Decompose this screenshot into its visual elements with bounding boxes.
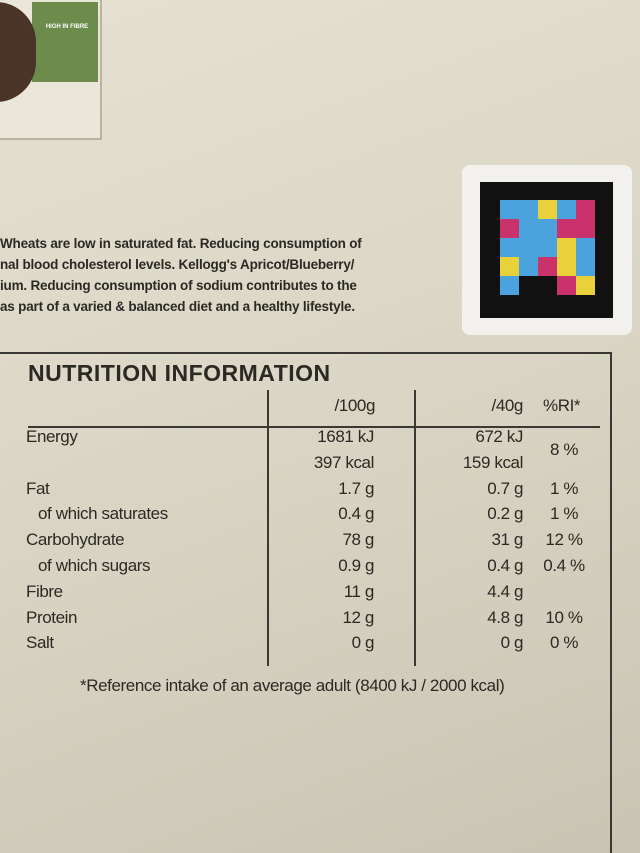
value-ri: 10 % [545,607,583,627]
value-per-40g: 0.7 g [487,478,523,498]
value-per-100g: 78 g [342,530,375,550]
value-ri: 1 % [549,478,579,498]
table-frame [0,352,612,853]
value-per-40g: 672 kJ [475,427,523,446]
intro-line: ium. Reducing consumption of sodium cont… [0,278,357,293]
column-header: %RI* [543,396,581,415]
value-ri: 12 % [545,530,583,550]
row-label: Salt [26,633,54,653]
row-label: Protein [26,607,78,627]
value-ri: 0 % [549,633,579,653]
qr-mosaic [462,165,632,335]
column-rule [267,390,269,666]
row-label: Fat [26,478,50,498]
row-label: of which sugars [38,556,151,575]
row-label: Fibre [26,581,63,601]
row-label: of which saturates [38,504,168,524]
value-per-40g: 0.4 g [487,556,523,575]
value-per-100g: 1681 kJ [317,427,374,446]
footnote: *Reference intake of an average adult (8… [80,676,505,695]
value-per-40g: 159 kcal [462,452,524,472]
badge-panel [32,2,98,82]
value-per-100g: 397 kcal [313,452,375,472]
value-per-100g: 0.9 g [338,556,374,575]
column-rule [414,390,416,666]
column-header: /100g [334,396,375,415]
value-per-40g: 4.4 g [487,581,523,601]
table-title: NUTRITION INFORMATION [28,360,331,386]
value-per-100g: 1.7 g [338,478,374,498]
value-per-40g: 31 g [491,530,524,550]
badge: HIGH IN FIBRE [45,24,89,30]
value-per-100g: 0 g [351,633,375,653]
intro-line: as part of a varied & balanced diet and … [0,299,355,314]
food-photo [0,2,36,102]
value-per-40g: 0 g [500,633,524,653]
value-per-100g: 11 g [343,581,375,601]
intro-line: nal blood cholesterol levels. Kellogg's … [0,257,355,272]
column-header: /40g [491,396,524,415]
value-ri: 8 % [549,439,579,459]
header-rule [28,426,600,428]
value-per-40g: 4.8 g [487,607,523,627]
value-per-40g: 0.2 g [487,504,523,524]
row-label: Energy [26,427,78,446]
value-per-100g: 0.4 g [338,504,374,524]
value-per-100g: 12 g [342,607,375,627]
value-ri: 1 % [549,504,579,524]
row-label: Carbohydrate [26,530,125,550]
value-ri: 0.4 % [543,556,585,575]
intro-line: Wheats are low in saturated fat. Reducin… [0,236,362,251]
product-image: HIGH IN FIBRE [0,0,102,140]
